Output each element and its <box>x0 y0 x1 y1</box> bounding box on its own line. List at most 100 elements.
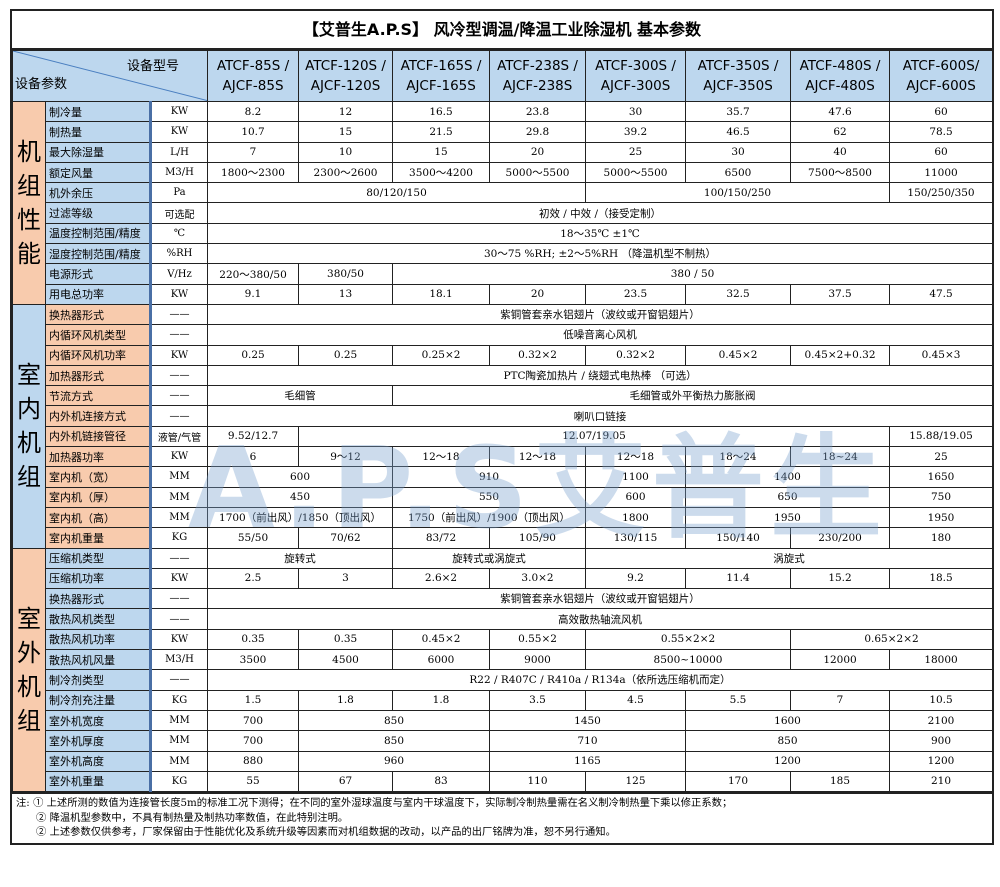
param-label: 散热风机类型 <box>45 608 152 630</box>
table-row: 室外机重量 KG 55 67 83 110 125 170 185 210 <box>13 770 994 793</box>
value-cell: 185 <box>790 770 891 793</box>
model-name-line: AJCF-600S <box>906 78 976 94</box>
value-cell: 20 <box>489 283 587 305</box>
param-label: 换热器形式 <box>45 588 152 610</box>
value-cell: 750 <box>889 486 994 508</box>
diagonal-divider <box>13 51 207 101</box>
note-2: ② 降温机型参数中，不具有制热量及制热功率数值，在此特别注明。 <box>36 811 349 824</box>
param-label: 室外机重量 <box>45 770 152 793</box>
value-cell: 8.2 <box>207 100 300 123</box>
value-cell: 0.45×2 <box>685 344 792 366</box>
value-cell: 32.5 <box>685 283 792 305</box>
value-cell: 5000～5500 <box>585 161 687 184</box>
table-row: 室内机（宽） MM 600 910 1100 1400 1650 <box>13 466 994 488</box>
value-cell: 18～24 <box>685 446 792 468</box>
value-cell: 0.35 <box>207 628 300 651</box>
value-cell: 1800～2300 <box>207 161 300 184</box>
value-cell: 0.45×3 <box>889 344 994 366</box>
value-cell: 低噪音离心风机 <box>207 324 994 346</box>
spec-table: 设备型号 设备参数 ATCF-85S / AJCF-85S ATCF-120S / A… <box>11 50 994 793</box>
value-cell: 83 <box>392 770 491 793</box>
value-cell: 100/150/250 <box>585 182 891 204</box>
value-cell: 910 <box>392 466 587 488</box>
value-cell: 1200 <box>889 750 994 772</box>
table-row: 机外余压 Pa 80/120/150 100/150/250 150/250/350 <box>13 182 994 204</box>
model-name-line: AJCF-238S <box>502 78 573 94</box>
param-label: 制冷量 <box>45 100 152 123</box>
table-row: 内外机连接方式 —— 喇叭口链接 <box>13 405 994 427</box>
table-row: 内循环风机类型 —— 低噪音离心风机 <box>13 324 994 346</box>
value-cell: 12.07/19.05 <box>298 425 891 448</box>
value-cell: 1165 <box>489 750 687 772</box>
unit-cell: KW <box>149 121 209 143</box>
value-cell: 18~24 <box>790 446 891 468</box>
unit-cell: MM <box>149 750 209 772</box>
model-name-line: AJCF-480S <box>805 78 875 94</box>
value-cell: PTC陶瓷加热片 / 绕翅式电热棒 （可选） <box>207 364 994 387</box>
table-row: 室外机宽度 MM 700 850 1450 1600 2100 <box>13 709 994 732</box>
value-cell: 30 <box>685 141 792 163</box>
value-cell: 18.1 <box>392 283 491 305</box>
table-row: 制冷剂充注量 KG 1.5 1.8 1.8 3.5 4.5 5.5 7 10.5 <box>13 689 994 711</box>
param-label: 压缩机功率 <box>45 567 152 590</box>
model-name-line: ATCF-300S / <box>595 58 676 74</box>
unit-cell: —— <box>149 405 209 427</box>
table-row: 散热风机功率 KW 0.35 0.35 0.45×2 0.55×2 0.55×2×2 0.65… <box>13 628 994 651</box>
value-cell: 6 <box>207 446 300 468</box>
param-label: 制冷剂充注量 <box>45 689 152 711</box>
table-row: 机组性能 制冷量 KW 8.2 12 16.5 23.8 30 35.7 47.6 60 <box>12 100 994 305</box>
value-cell: 60 <box>889 141 994 163</box>
param-label: 加热器形式 <box>45 364 152 387</box>
value-cell: 紫铜管套亲水铝翅片（波纹或开窗铝翅片） <box>207 588 994 610</box>
value-cell: 40 <box>790 141 891 163</box>
param-label: 内外机连接方式 <box>45 405 152 427</box>
unit-cell: —— <box>149 385 209 407</box>
value-cell: 15.2 <box>790 567 891 590</box>
param-label: 室内机（厚） <box>45 486 152 508</box>
unit-cell: M3/H <box>149 649 209 671</box>
unit-cell: —— <box>149 608 209 630</box>
value-cell: 11.4 <box>685 567 792 590</box>
value-cell: 3.0×2 <box>489 567 587 590</box>
value-cell: 18.5 <box>889 567 994 590</box>
unit-cell: 可选配 <box>149 202 209 224</box>
model-header: ATCF-300S / AJCF-300S <box>585 50 687 102</box>
table-row: 室内机（高） MM 1700（前出风）/1850（顶出风） 1750（前出风）/190… <box>13 506 994 529</box>
value-cell: 23.5 <box>585 283 687 305</box>
value-cell: 900 <box>889 730 994 752</box>
param-label: 内外机链接管径 <box>45 425 152 448</box>
value-cell: 0.35 <box>298 628 394 651</box>
value-cell: 0.55×2 <box>489 628 587 651</box>
param-label: 散热风机功率 <box>45 628 152 651</box>
value-cell: 20 <box>489 141 587 163</box>
unit-cell: L/H <box>149 141 209 163</box>
spec-sheet: 【艾普生A.P.S】 风冷型调温/降温工业除湿机 基本参数 设备型号 设备参数 … <box>10 9 994 845</box>
unit-cell: —— <box>149 324 209 346</box>
value-cell: 105/90 <box>489 527 587 549</box>
value-cell: 650 <box>685 486 891 508</box>
value-cell: 700 <box>207 709 300 732</box>
value-cell: 喇叭口链接 <box>207 405 994 427</box>
model-name-line: AJCF-85S <box>222 78 284 94</box>
value-cell: 21.5 <box>392 121 491 143</box>
value-cell: 46.5 <box>685 121 792 143</box>
corner-cell: 设备型号 设备参数 <box>11 50 209 102</box>
model-name-line: ATCF-120S / <box>305 58 386 74</box>
value-cell: 39.2 <box>585 121 687 143</box>
table-row: 制热量 KW 10.7 15 21.5 29.8 39.2 46.5 62 78.5 <box>13 121 994 143</box>
value-cell: 16.5 <box>392 100 491 123</box>
model-name-line: ATCF-350S / <box>697 58 779 74</box>
value-cell: 1950 <box>685 506 891 529</box>
unit-cell: MM <box>149 486 209 508</box>
value-cell: 13 <box>298 283 394 305</box>
value-cell: 18000 <box>889 649 994 671</box>
value-cell: 23.8 <box>489 100 587 123</box>
value-cell: 12～18 <box>585 446 687 468</box>
value-cell: 880 <box>207 750 300 772</box>
value-cell: 1.8 <box>298 689 394 711</box>
unit-cell: KW <box>149 446 209 468</box>
table-row: 散热风机风量 M3/H 3500 4500 6000 9000 8500~10000 1200… <box>13 649 994 671</box>
value-cell: 37.5 <box>790 283 891 305</box>
value-cell: 850 <box>298 709 491 732</box>
value-cell: 0.32×2 <box>489 344 587 366</box>
